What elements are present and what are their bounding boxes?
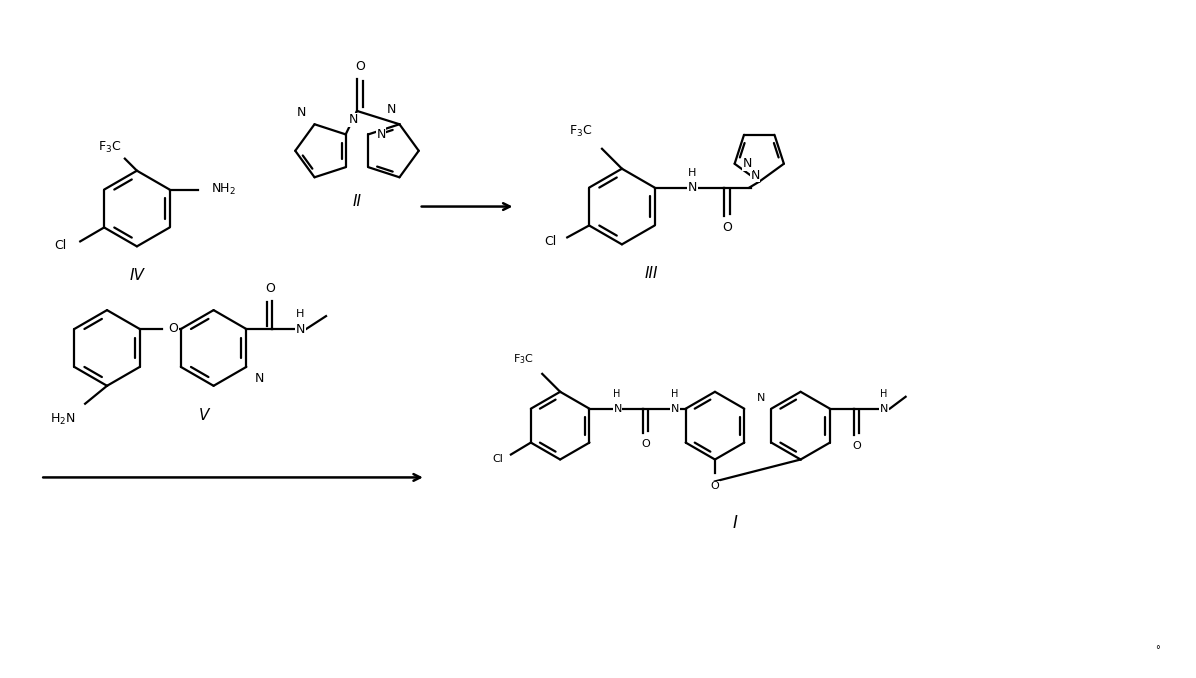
Text: I: I <box>732 515 737 532</box>
Text: N: N <box>614 403 622 414</box>
Text: N: N <box>757 393 765 403</box>
Text: N: N <box>297 323 305 336</box>
Text: N: N <box>750 169 759 182</box>
Text: O: O <box>852 441 861 451</box>
Text: N: N <box>297 106 306 119</box>
Text: F$_3$C: F$_3$C <box>568 123 592 139</box>
Text: O: O <box>355 60 365 73</box>
Text: O: O <box>641 439 651 449</box>
Text: N: N <box>255 372 263 385</box>
Text: O: O <box>264 282 275 295</box>
Text: II: II <box>353 194 361 209</box>
Text: H: H <box>297 309 305 319</box>
Text: H: H <box>880 388 887 399</box>
Text: O: O <box>169 321 178 334</box>
Text: F$_3$C: F$_3$C <box>98 140 122 155</box>
Text: F$_3$C: F$_3$C <box>513 352 535 366</box>
Text: Cl: Cl <box>492 454 504 464</box>
Text: III: III <box>645 266 659 281</box>
Text: N: N <box>880 403 889 414</box>
Text: N: N <box>743 157 752 170</box>
Text: O: O <box>722 222 732 235</box>
Text: N: N <box>377 128 385 141</box>
Text: H: H <box>688 167 696 178</box>
Text: H: H <box>614 388 621 399</box>
Text: O: O <box>710 481 719 492</box>
Text: N: N <box>388 103 397 117</box>
Text: IV: IV <box>129 268 145 283</box>
Text: N: N <box>671 403 679 414</box>
Text: Cl: Cl <box>54 239 66 252</box>
Text: V: V <box>199 407 209 422</box>
Text: N: N <box>688 181 697 194</box>
Text: NH$_2$: NH$_2$ <box>212 182 237 197</box>
Text: °: ° <box>1155 645 1160 655</box>
Text: H: H <box>671 388 678 399</box>
Text: Cl: Cl <box>544 235 556 248</box>
Text: N: N <box>349 113 358 126</box>
Text: H$_2$N: H$_2$N <box>49 412 75 426</box>
